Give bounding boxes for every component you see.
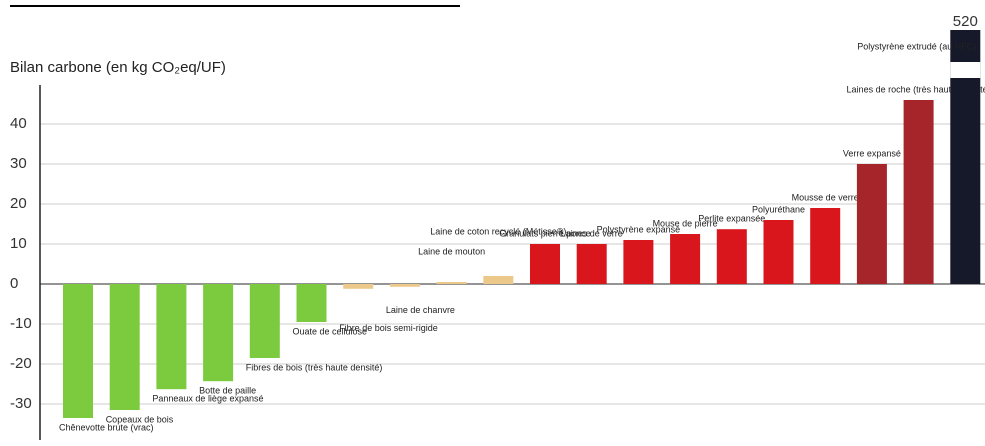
bar-label: Polystyrène expansé [597, 224, 681, 234]
bar-label: Panneaux de liège expansé [152, 394, 263, 404]
y-tick-label: 20 [10, 195, 27, 212]
bar-label: Laine de mouton [418, 246, 485, 256]
bar-label: Polystyrène extrudé (au HFC) [857, 41, 976, 51]
bar [296, 284, 327, 322]
y-tick-label: -20 [10, 355, 32, 372]
bar [249, 284, 280, 358]
bar [483, 276, 514, 284]
y-tick-label: 0 [10, 275, 18, 292]
bar [810, 208, 841, 284]
bar [763, 220, 794, 284]
bar [63, 284, 93, 418]
bar-label: Laine de chanvre [386, 305, 455, 315]
bar-label: Verre expansé [843, 148, 901, 158]
bar-label: Laines de verre [561, 228, 623, 238]
bar [670, 234, 701, 284]
y-tick-label: -10 [10, 315, 32, 332]
bar-label: Laine de coton recyclé (Métisse®) [430, 226, 566, 236]
bar-label: Mouse de pierre [653, 218, 718, 228]
bar-label: Polyuréthane [752, 204, 805, 214]
bar-label: Granulats pierre ponce [499, 228, 591, 238]
bar [530, 244, 560, 284]
bar [389, 284, 420, 287]
bar [716, 229, 747, 284]
bar-label: Laines de roche (très haute densité) [847, 84, 985, 94]
bar-label: Perlite expansée [698, 214, 765, 224]
bar [156, 284, 187, 390]
bar [856, 164, 887, 284]
y-tick-label: 10 [10, 235, 27, 252]
y-tick-label: 40 [10, 115, 27, 132]
bar-label: Botte de paille [199, 386, 256, 396]
bar-label: Copeaux de bois [106, 414, 174, 424]
value-label: 520 [953, 13, 978, 30]
bar [903, 100, 934, 284]
y-tick-label: 30 [10, 155, 27, 172]
bar-label: Ouate de cellulose [293, 326, 368, 336]
bar [436, 282, 467, 284]
bar [343, 284, 374, 289]
bar [576, 244, 607, 284]
bar [623, 240, 654, 284]
bar [203, 284, 234, 382]
bar-label: Mousse de verre [792, 192, 859, 202]
axis-break [950, 62, 981, 78]
y-axis-label: Bilan carbone (en kg CO₂eq/UF) [10, 59, 226, 76]
y-tick-label: -30 [10, 395, 32, 412]
bar-label: Fibre de bois semi-rigide [339, 323, 438, 333]
bar-label: Chênevotte brute (vrac) [59, 422, 154, 432]
bar-label: Fibres de bois (très haute densité) [246, 362, 383, 372]
bar [109, 284, 140, 410]
